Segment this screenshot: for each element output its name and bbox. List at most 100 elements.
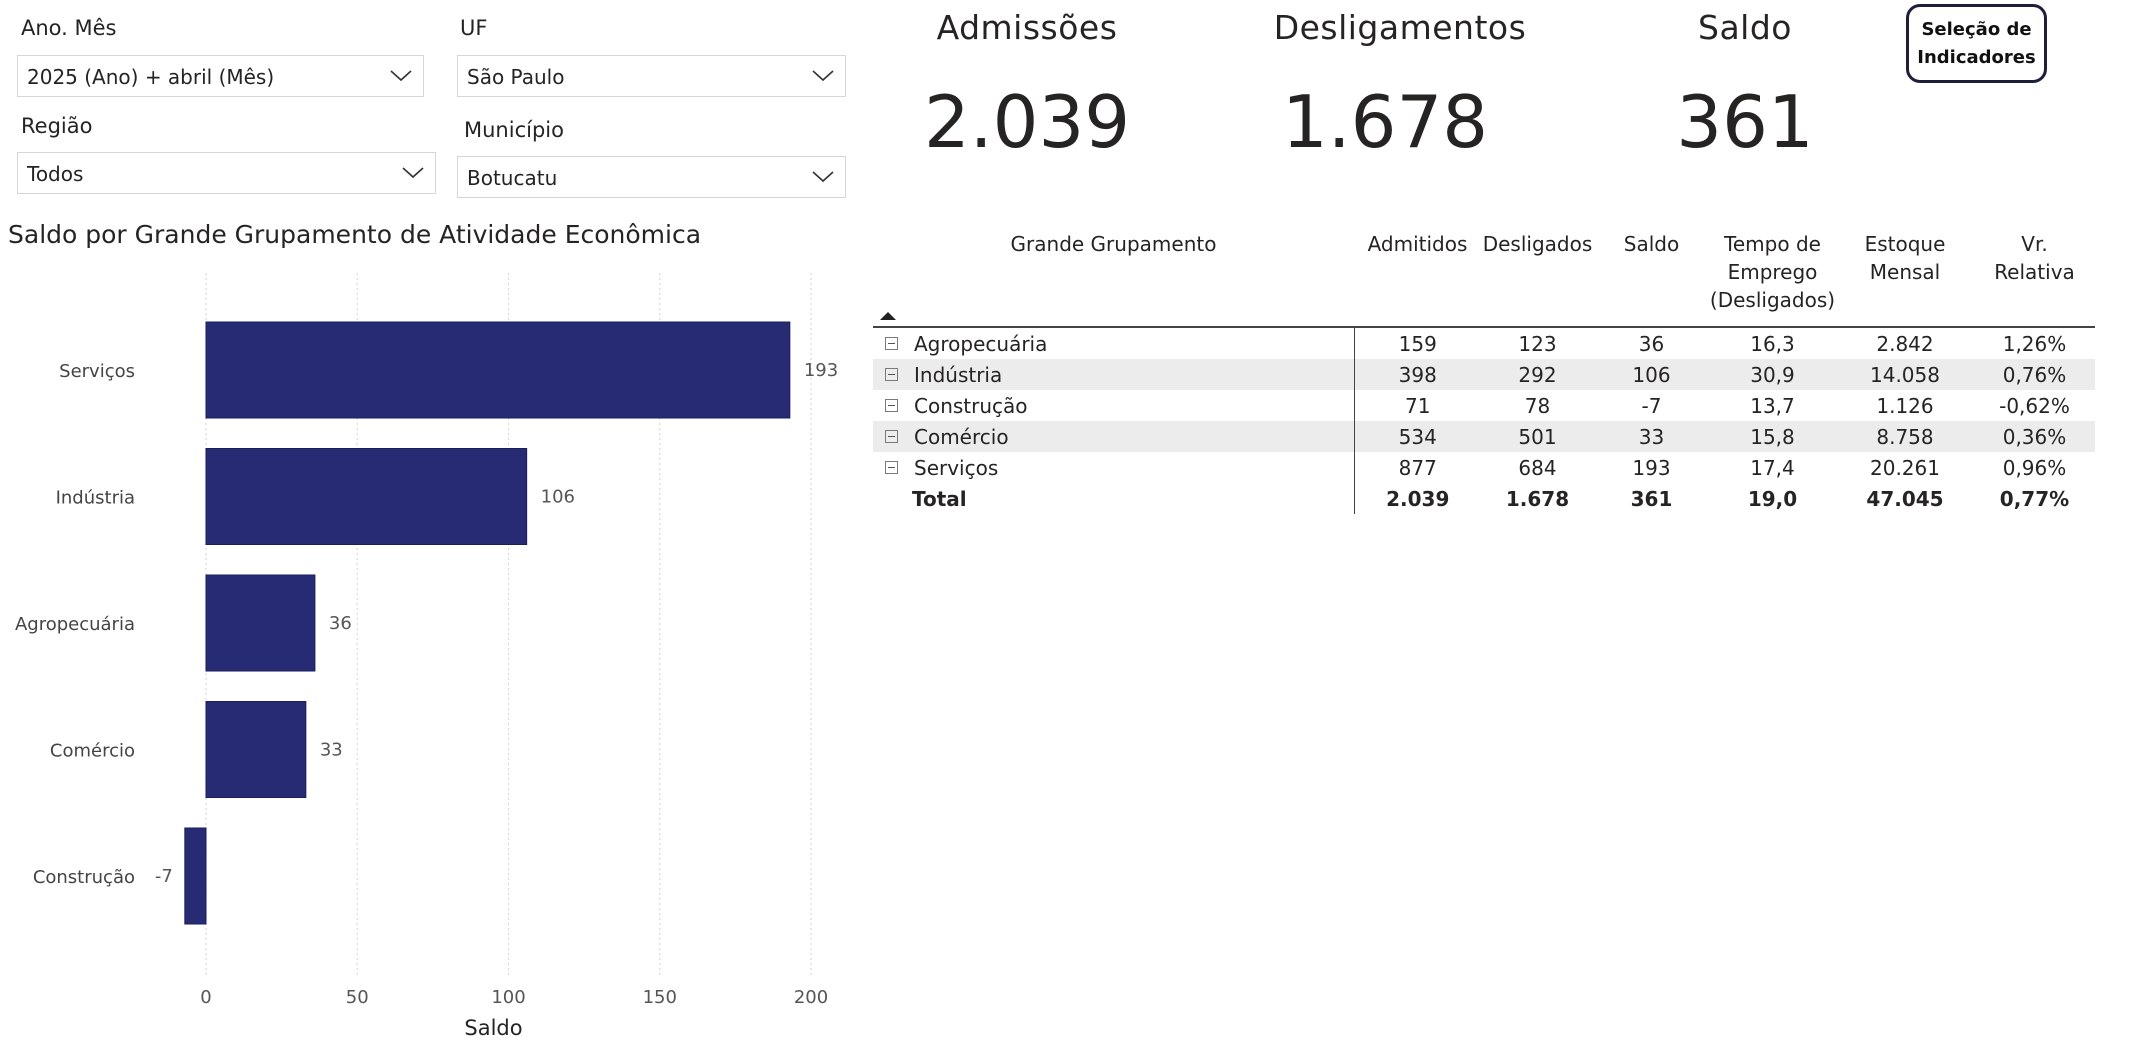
category-label: Comércio bbox=[50, 741, 135, 762]
saldo-bar-chart: 0 50 100 150 200 Serviços 193 Indústria 106 Agrop… bbox=[15, 273, 838, 1040]
row-grupo: Serviços bbox=[914, 455, 999, 480]
cell-desligados: 292 bbox=[1481, 359, 1594, 390]
cell-vr: 0,36% bbox=[1974, 421, 2095, 452]
cell-admitidos: 398 bbox=[1353, 359, 1481, 390]
col-header-saldo-label: Saldo bbox=[1623, 232, 1680, 256]
data-label: -7 bbox=[155, 866, 173, 887]
collapse-icon[interactable] bbox=[885, 460, 898, 474]
cell-tempo: 17,4 bbox=[1750, 455, 1795, 480]
collapse-icon[interactable] bbox=[885, 398, 898, 412]
data-label: 33 bbox=[320, 740, 343, 761]
kpi-saldo-value: 361 bbox=[1676, 80, 1814, 164]
cell-estoque: 14.058 bbox=[1836, 359, 1974, 390]
x-axis-title: Saldo bbox=[464, 1016, 522, 1040]
kpi-desligamentos-value: 1.678 bbox=[1281, 80, 1489, 164]
kpi-admissoes-value: 2.039 bbox=[923, 80, 1131, 164]
selecao-indicadores-button[interactable]: Seleção de Indicadores bbox=[1906, 4, 2047, 83]
filter-label-regiao: Região bbox=[21, 114, 93, 138]
table-row-construcao: Construção 71 78 -7 13,7 1.126 -0,62% bbox=[873, 390, 2095, 421]
col-header-tempo-line2: Emprego bbox=[1727, 260, 1818, 284]
cell-desligados: 78 bbox=[1524, 393, 1551, 418]
data-label: 193 bbox=[804, 360, 838, 381]
collapse-icon[interactable] bbox=[885, 429, 898, 443]
table-row-servicos: Serviços 877 684 193 17,4 20.261 0,96% bbox=[873, 452, 2095, 483]
row-grupo: Comércio bbox=[914, 424, 1009, 449]
chevron-down-icon bbox=[812, 70, 834, 82]
bar bbox=[205, 574, 316, 672]
regiao-value: Todos bbox=[27, 162, 84, 186]
selecao-indicadores-line2: Indicadores bbox=[1917, 46, 2036, 68]
x-tick-label: 150 bbox=[643, 987, 677, 1008]
ano-mes-value: 2025 (Ano) + abril (Mês) bbox=[27, 65, 275, 89]
row-grupo-total: Total bbox=[912, 486, 967, 511]
kpi-desligamentos-label: Desligamentos bbox=[1273, 8, 1527, 47]
cell-vr: 0,96% bbox=[2002, 455, 2067, 480]
uf-value: São Paulo bbox=[467, 65, 565, 89]
col-header-desligados-label: Desligados bbox=[1482, 232, 1593, 256]
table-row-total: Total 2.039 1.678 361 19,0 47.045 0,77% bbox=[873, 483, 2095, 514]
col-header-saldo[interactable]: Saldo bbox=[1594, 222, 1709, 327]
chevron-down-icon bbox=[812, 171, 834, 183]
col-header-vr-line1: Vr. bbox=[2021, 232, 2048, 256]
col-header-desligados[interactable]: Desligados bbox=[1481, 222, 1594, 327]
cell-tempo-total: 19,0 bbox=[1747, 486, 1798, 511]
cell-saldo: 33 bbox=[1594, 421, 1709, 452]
col-header-vr-line2: Relativa bbox=[1994, 260, 2075, 284]
municipio-dropdown[interactable]: Botucatu bbox=[457, 156, 846, 198]
cell-vr: 0,76% bbox=[1974, 359, 2095, 390]
selecao-indicadores-line1: Seleção de bbox=[1921, 18, 2032, 40]
kpi-saldo-label: Saldo bbox=[1698, 8, 1792, 47]
bar bbox=[205, 701, 307, 798]
filter-label-municipio: Município bbox=[464, 118, 564, 142]
cell-vr: 1,26% bbox=[2002, 331, 2067, 356]
sort-ascending-icon bbox=[880, 312, 896, 320]
row-grupo: Indústria bbox=[914, 362, 1003, 387]
cell-desligados: 684 bbox=[1518, 455, 1557, 480]
category-label: Indústria bbox=[56, 488, 135, 509]
row-grupo: Construção bbox=[914, 393, 1028, 418]
filter-label-ano-mes: Ano. Mês bbox=[21, 16, 117, 40]
cell-admitidos: 159 bbox=[1353, 327, 1481, 359]
chevron-down-icon bbox=[390, 70, 412, 82]
cell-vr-total: 0,77% bbox=[1999, 486, 2070, 511]
cell-tempo: 30,9 bbox=[1709, 359, 1836, 390]
collapse-icon[interactable] bbox=[885, 367, 898, 381]
cell-desligados: 501 bbox=[1481, 421, 1594, 452]
bar bbox=[205, 321, 791, 419]
row-grupo: Agropecuária bbox=[914, 331, 1048, 356]
cell-tempo: 13,7 bbox=[1750, 393, 1795, 418]
col-header-tempo-line1: Tempo de bbox=[1724, 232, 1821, 256]
collapse-icon[interactable] bbox=[885, 336, 898, 350]
kpi-admissoes-label: Admissões bbox=[936, 8, 1118, 47]
col-header-estoque[interactable]: Estoque Mensal bbox=[1836, 222, 1974, 327]
col-header-admitidos-label: Admitidos bbox=[1367, 232, 1468, 256]
cell-vr: -0,62% bbox=[1999, 393, 2070, 418]
col-header-tempo-line3: (Desligados) bbox=[1709, 288, 1836, 312]
chart-title: Saldo por Grande Grupamento de Atividade… bbox=[8, 220, 702, 249]
col-header-vr[interactable]: Vr. Relativa bbox=[1974, 222, 2095, 327]
col-header-estoque-line2: Mensal bbox=[1869, 260, 1941, 284]
cell-admitidos: 877 bbox=[1353, 452, 1481, 483]
x-tick-label: 50 bbox=[346, 987, 369, 1008]
category-label: Agropecuária bbox=[15, 614, 135, 635]
cell-desligados: 123 bbox=[1518, 331, 1557, 356]
cell-estoque: 8.758 bbox=[1836, 421, 1974, 452]
col-header-tempo[interactable]: Tempo de Emprego (Desligados) bbox=[1709, 222, 1836, 327]
cell-estoque: 20.261 bbox=[1870, 455, 1940, 480]
col-header-grupo[interactable]: Grande Grupamento bbox=[873, 222, 1354, 327]
category-label: Serviços bbox=[59, 361, 135, 382]
col-header-admitidos[interactable]: Admitidos bbox=[1354, 222, 1481, 327]
cell-admitidos-total: 2.039 bbox=[1353, 483, 1481, 514]
cell-admitidos: 71 bbox=[1353, 390, 1481, 421]
table-row-industria: Indústria 398 292 106 30,9 14.058 0,76% bbox=[873, 359, 2095, 390]
bar bbox=[205, 448, 528, 545]
col-header-estoque-line1: Estoque bbox=[1864, 232, 1946, 256]
uf-dropdown[interactable]: São Paulo bbox=[457, 55, 846, 97]
municipio-value: Botucatu bbox=[467, 166, 558, 190]
grupamento-matrix-table: Grande Grupamento Admitidos Desligados S… bbox=[873, 222, 2095, 514]
regiao-dropdown[interactable]: Todos bbox=[17, 152, 436, 194]
ano-mes-dropdown[interactable]: 2025 (Ano) + abril (Mês) bbox=[17, 55, 424, 97]
cell-admitidos: 534 bbox=[1353, 421, 1481, 452]
x-tick-label: 0 bbox=[200, 987, 211, 1008]
bar bbox=[184, 827, 207, 925]
